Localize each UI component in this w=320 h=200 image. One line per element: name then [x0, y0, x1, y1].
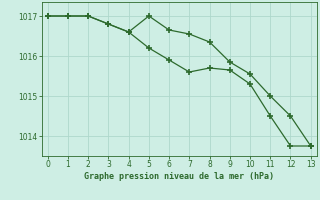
X-axis label: Graphe pression niveau de la mer (hPa): Graphe pression niveau de la mer (hPa): [84, 172, 274, 181]
